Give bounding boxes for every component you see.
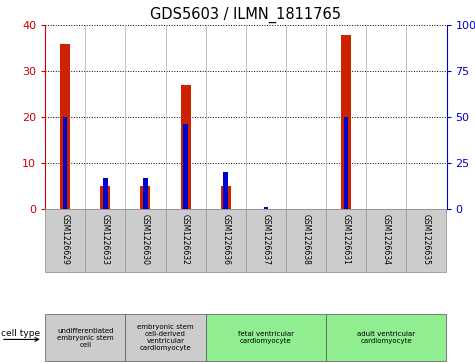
Text: fetal ventricular
cardiomyocyte: fetal ventricular cardiomyocyte (238, 331, 294, 344)
Bar (100, 186, 110, 209)
Bar (103, 178, 108, 209)
Text: GSM1226637: GSM1226637 (261, 214, 270, 265)
Bar (223, 172, 228, 209)
Text: GSM1226633: GSM1226633 (101, 214, 110, 265)
Text: GSM1226635: GSM1226635 (422, 214, 431, 265)
Bar (60, 44, 70, 209)
Bar (183, 125, 188, 209)
Text: GSM1226634: GSM1226634 (382, 214, 391, 265)
Text: GSM1226631: GSM1226631 (342, 214, 351, 265)
Text: adult ventricular
cardiomyocyte: adult ventricular cardiomyocyte (357, 331, 415, 344)
Text: embryonic stem
cell-derived
ventricular
cardiomyocyte: embryonic stem cell-derived ventricular … (137, 324, 194, 351)
Text: GSM1226636: GSM1226636 (221, 214, 230, 265)
Text: cell type: cell type (1, 329, 40, 338)
Bar (221, 186, 231, 209)
Bar (141, 186, 151, 209)
Text: GSM1226638: GSM1226638 (302, 214, 311, 265)
Bar (341, 34, 351, 209)
Text: GSM1226629: GSM1226629 (61, 214, 70, 265)
Text: undifferentiated
embryonic stem
cell: undifferentiated embryonic stem cell (57, 327, 114, 348)
Bar (63, 117, 67, 209)
Text: GSM1226632: GSM1226632 (181, 214, 190, 265)
Text: GSM1226630: GSM1226630 (141, 214, 150, 265)
Bar (344, 117, 349, 209)
Bar (143, 178, 148, 209)
Bar (180, 85, 190, 209)
Title: GDS5603 / ILMN_1811765: GDS5603 / ILMN_1811765 (150, 7, 342, 23)
Bar (264, 207, 268, 209)
